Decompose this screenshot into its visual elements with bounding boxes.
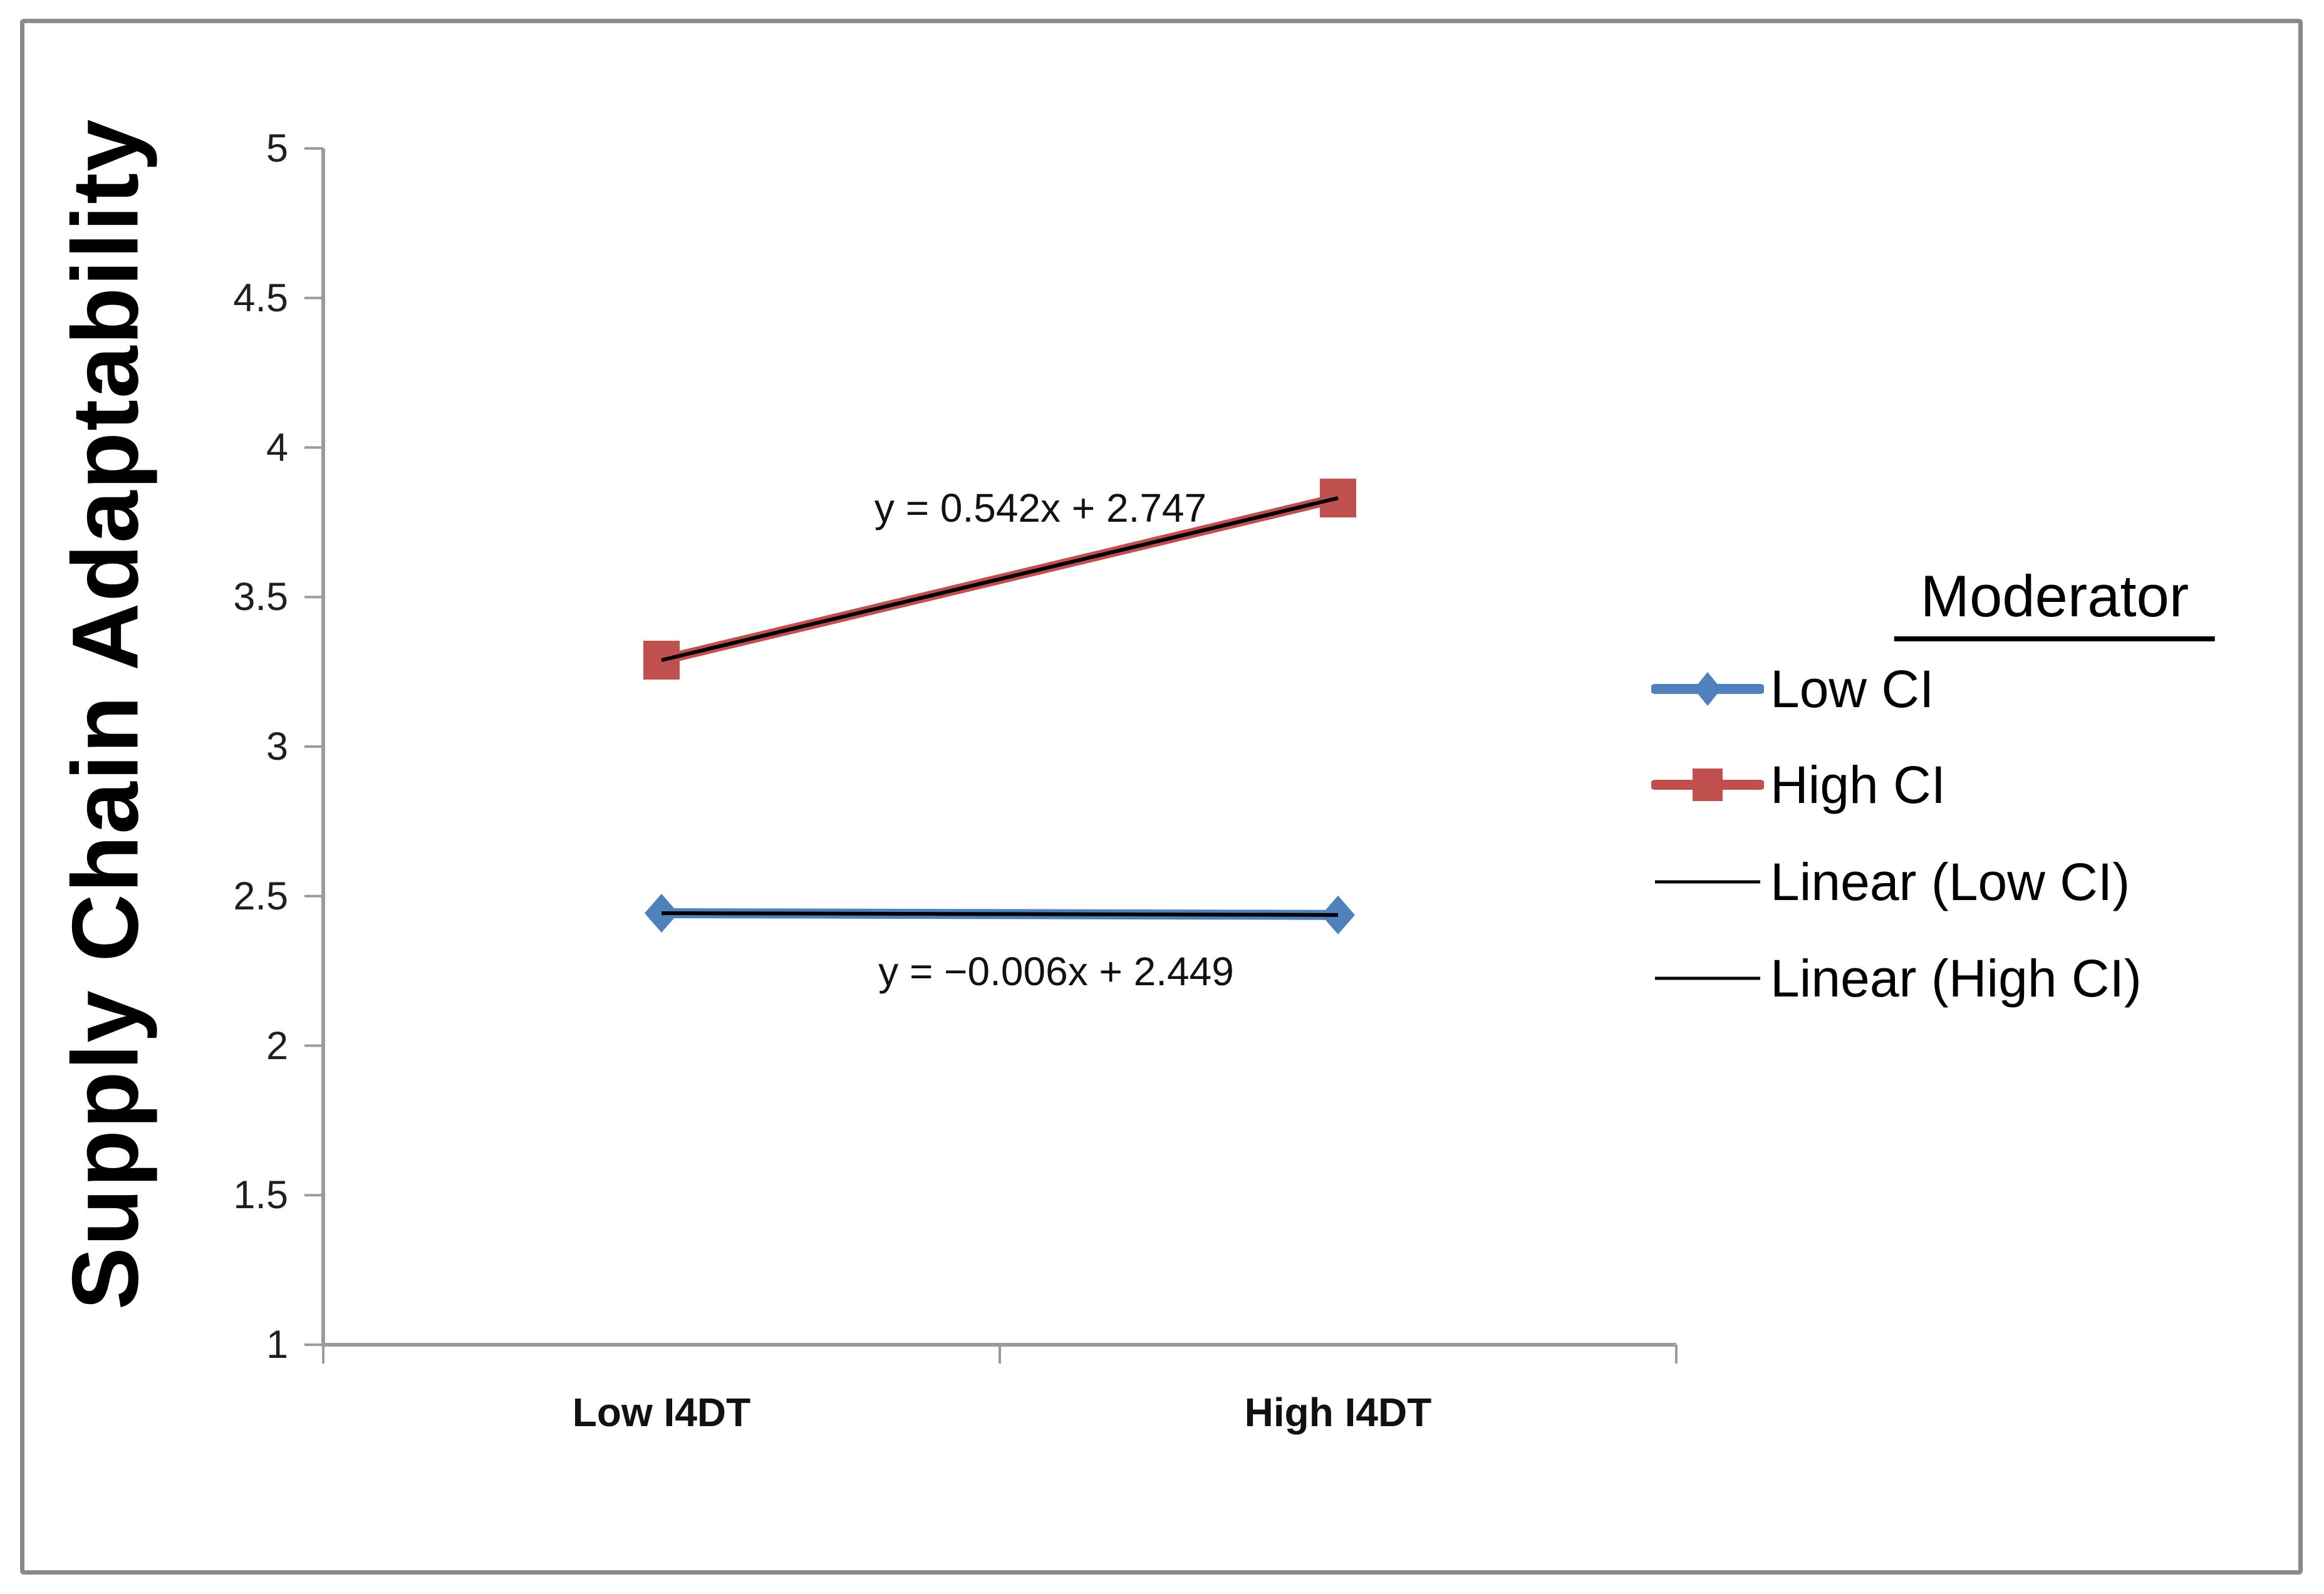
y-tick-label-3: 3 <box>266 725 288 769</box>
trendline-equation-low-ci: y = −0.006x + 2.449 <box>878 949 1234 995</box>
legend-label-linear-low-ci: Linear (Low CI) <box>1770 852 2130 911</box>
trendline-high-ci <box>661 496 1339 662</box>
figure-border <box>20 19 2303 1575</box>
legend-title: Moderator <box>1894 562 2216 641</box>
y-tick-label-4: 4 <box>266 425 288 470</box>
trendline-low-ci <box>661 911 1339 917</box>
legend-swatch-line-diamond-icon <box>1651 672 1764 706</box>
legend-label-high-ci: High CI <box>1770 755 1946 814</box>
axis-lines <box>321 148 1676 1347</box>
y-tick-label-4.5: 4.5 <box>233 276 288 320</box>
legend-item-high-ci: High CI <box>1651 752 1946 817</box>
legend-label-low-ci: Low CI <box>1770 659 1934 718</box>
legend-swatch-line-square-icon <box>1651 769 1764 801</box>
y-tick-label-2.5: 2.5 <box>233 874 288 918</box>
x-category-label-high-i4dt: High I4DT <box>1244 1390 1432 1435</box>
legend-item-linear-high-ci: Linear (High CI) <box>1651 946 2142 1011</box>
trendline-equation-high-ci: y = 0.542x + 2.747 <box>874 485 1207 530</box>
legend-label-linear-high-ci: Linear (High CI) <box>1770 948 2142 1008</box>
y-tick-label-1: 1 <box>266 1323 288 1367</box>
legend-item-linear-low-ci: Linear (Low CI) <box>1651 849 2130 914</box>
y-tick-label-5: 5 <box>266 127 288 170</box>
x-category-label-low-i4dt: Low I4DT <box>572 1390 751 1435</box>
y-tick-label-1.5: 1.5 <box>233 1173 288 1218</box>
legend-swatch-thin-line-icon <box>1655 976 1760 980</box>
legend-item-low-ci: Low CI <box>1651 656 1934 722</box>
y-tick-label-2: 2 <box>266 1023 288 1068</box>
legend-swatch-thin-line-icon <box>1655 880 1760 884</box>
y-tick-label-3.5: 3.5 <box>233 575 288 619</box>
